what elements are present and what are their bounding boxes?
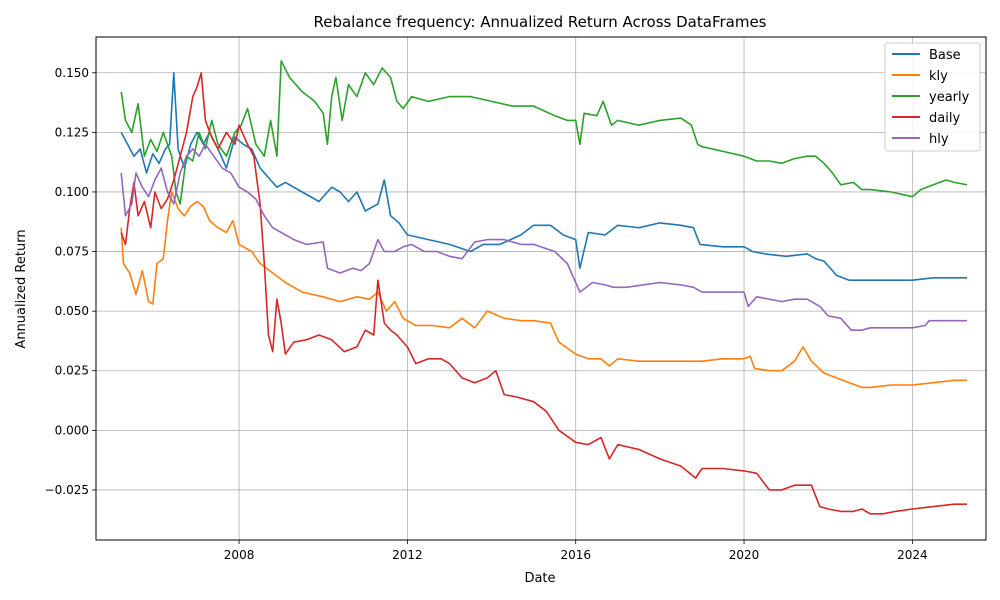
series-line-Base <box>120 72 968 281</box>
y-tick-label: 0.025 <box>55 364 89 378</box>
y-tick-label: 0.075 <box>55 245 89 259</box>
legend-label-hly: hly <box>929 132 949 147</box>
series-lines <box>120 60 968 515</box>
y-tick-label: −0.025 <box>45 483 89 497</box>
x-axis-label: Date <box>524 571 555 586</box>
plot-background <box>96 37 986 540</box>
x-tick-label: 2016 <box>560 548 591 562</box>
axis-ticks: 2008 2012 2016 2020 2024 −0.025 0.000 0.025 0.05… <box>45 66 928 562</box>
x-tick-label: 2008 <box>224 548 255 562</box>
legend: Base kly yearly daily hly <box>884 42 981 152</box>
chart-title: Rebalance frequency: Annualized Return A… <box>313 13 766 31</box>
y-tick-label: 0.125 <box>55 125 89 139</box>
plot-frame <box>95 36 987 541</box>
series-line-hly <box>120 143 968 331</box>
legend-label-daily: daily <box>929 111 960 126</box>
y-tick-label: 0.100 <box>55 185 89 199</box>
y-tick-label: 0.150 <box>55 66 89 80</box>
x-tick-label: 2024 <box>897 548 928 562</box>
legend-label-yearly: yearly <box>929 90 970 105</box>
x-tick-label: 2020 <box>729 548 760 562</box>
y-tick-label: 0.000 <box>55 423 89 437</box>
legend-label-Base: Base <box>929 48 961 63</box>
legend-items: Base kly yearly daily hly <box>892 48 970 147</box>
legend-box <box>884 42 981 152</box>
series-line-kly <box>120 191 968 389</box>
y-tick-label: 0.050 <box>55 304 89 318</box>
series-line-daily <box>120 72 968 515</box>
plot-area: 2008 2012 2016 2020 2024 −0.025 0.000 0.025 0.05… <box>45 36 987 562</box>
x-tick-label: 2012 <box>392 548 423 562</box>
series-line-yearly <box>120 60 968 205</box>
legend-label-kly: kly <box>929 69 948 84</box>
y-axis-label: Annualized Return <box>14 229 29 348</box>
